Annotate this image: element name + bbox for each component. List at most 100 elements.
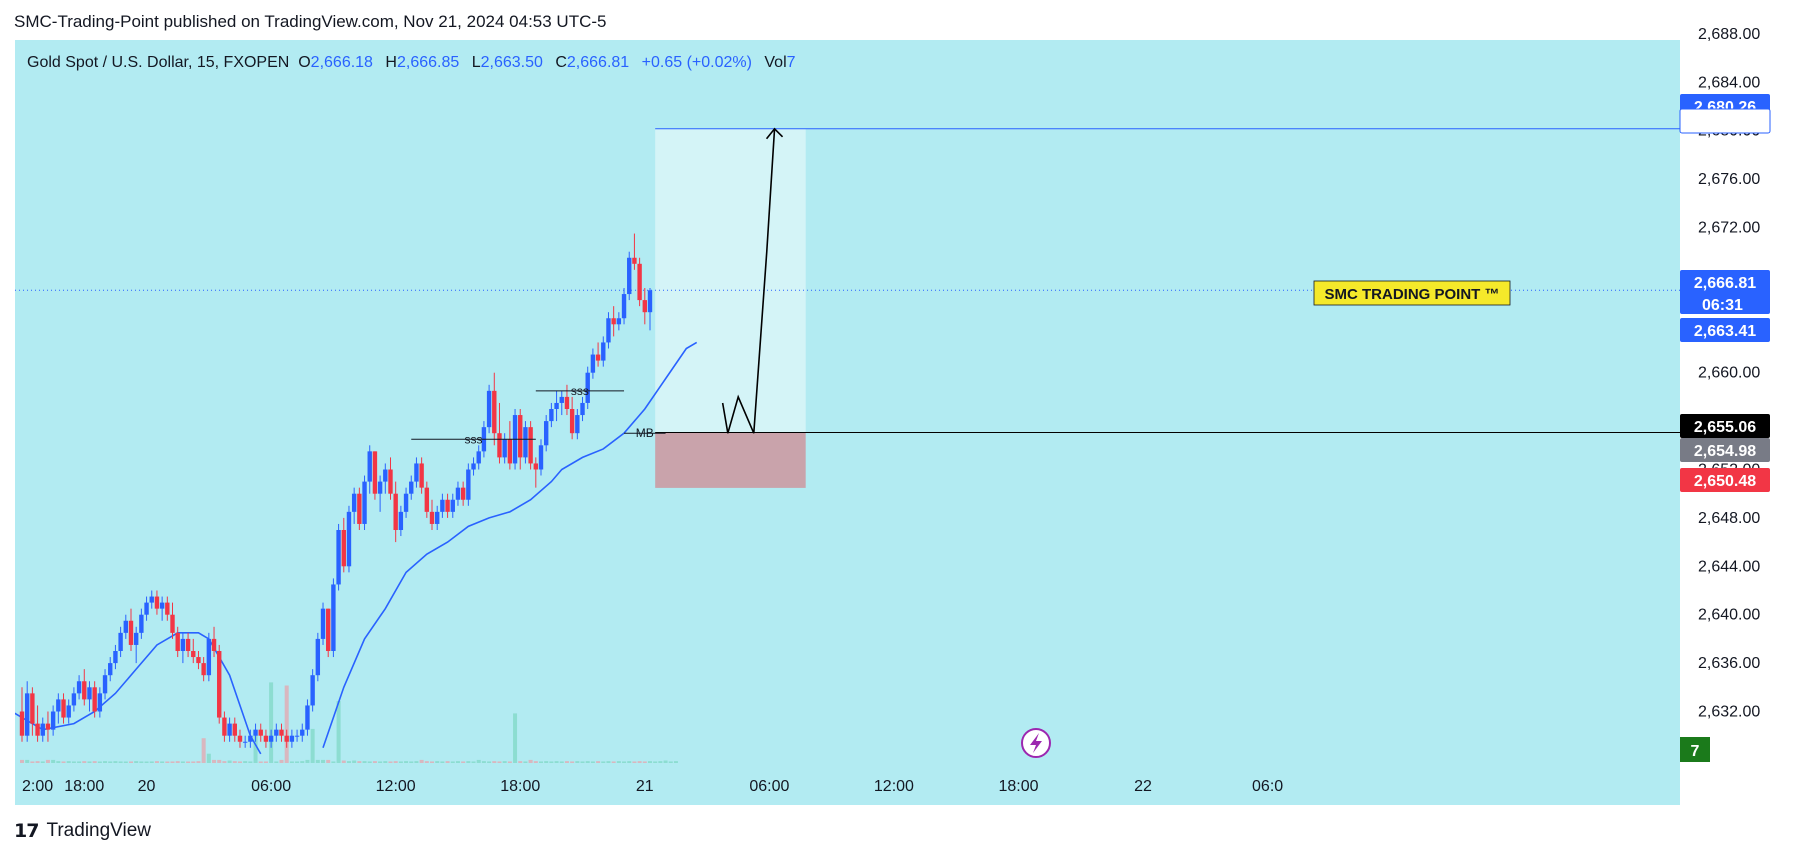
candle <box>310 675 315 706</box>
volume-bar <box>175 761 180 763</box>
candle <box>632 257 637 264</box>
candle <box>92 687 97 712</box>
candle <box>139 614 144 633</box>
candle <box>108 663 113 676</box>
y-tick-label: 2,644.00 <box>1698 558 1760 575</box>
volume-bar <box>430 761 435 763</box>
tradingview-branding[interactable]: 17 TradingView <box>14 820 151 842</box>
candle <box>336 530 341 585</box>
candle <box>398 511 404 530</box>
x-tick-label: 22 <box>1134 778 1152 795</box>
candle <box>196 657 201 664</box>
volume-bar <box>61 761 66 763</box>
projection-path <box>721 128 776 434</box>
y-tick-label: 2,648.00 <box>1698 510 1760 527</box>
candle <box>616 318 622 325</box>
volume-bar <box>269 682 274 763</box>
volume-bar <box>341 760 346 763</box>
countdown-label: 06:31 <box>1702 297 1743 314</box>
legend-close: 2,666.81 <box>566 54 630 71</box>
volume-bar <box>227 760 232 763</box>
volume-bar <box>295 761 300 763</box>
volume-bar <box>627 761 632 763</box>
volume-bar <box>191 761 196 763</box>
candle <box>549 409 554 422</box>
candle <box>326 608 331 651</box>
candle <box>294 735 300 737</box>
price-label-text: 2,680.16 <box>1694 114 1756 131</box>
volume-bar <box>77 761 82 763</box>
sss-label: sss <box>571 384 589 398</box>
volume-bar <box>549 761 554 763</box>
x-tick-label: 21 <box>636 778 654 795</box>
y-tick-label: 2,672.00 <box>1698 220 1760 237</box>
volume-bar <box>419 759 424 763</box>
candle <box>97 693 103 712</box>
volume-bar <box>212 759 217 763</box>
volume-bar <box>518 761 523 763</box>
candle <box>102 675 108 694</box>
candle <box>279 729 284 736</box>
volume-bar <box>82 761 87 763</box>
volume-bar <box>632 761 637 763</box>
candle <box>175 632 180 651</box>
candle <box>191 651 196 658</box>
volume-bar <box>263 761 268 763</box>
volume-bar <box>668 761 673 763</box>
candle <box>159 602 165 609</box>
candle <box>372 451 378 494</box>
candle <box>569 409 575 434</box>
candle <box>217 651 222 718</box>
volume-bar <box>564 761 569 763</box>
volume-bar <box>25 759 30 763</box>
candle <box>253 729 258 736</box>
legend-close-key: C <box>555 54 567 71</box>
candle <box>357 493 362 524</box>
volume-bar <box>393 761 398 763</box>
volume-bar <box>507 761 512 763</box>
candle <box>19 711 25 736</box>
candle <box>601 342 606 361</box>
legend-change: +0.65 (+0.02%) <box>641 54 752 71</box>
x-tick-label: 12:00 <box>874 778 914 795</box>
price-label <box>1680 438 1770 462</box>
volume-bar <box>492 761 497 763</box>
volume-bar <box>554 761 559 763</box>
volume-bar <box>481 761 486 763</box>
candle <box>502 439 507 458</box>
candle <box>564 396 570 409</box>
volume-bar <box>196 761 201 763</box>
volume-bar <box>585 761 590 763</box>
volume-bar <box>383 761 388 763</box>
volume-bar <box>378 761 383 763</box>
legend-high: 2,666.85 <box>396 54 460 71</box>
volume-bar <box>487 761 492 763</box>
volume-bar <box>222 761 227 763</box>
candle <box>606 318 611 343</box>
y-tick-label: 2,684.00 <box>1698 74 1760 91</box>
volume-bar <box>533 761 538 763</box>
price-label <box>1680 318 1770 342</box>
candle <box>554 402 559 409</box>
candle <box>341 530 346 567</box>
candle <box>637 263 642 301</box>
volume-bar <box>445 761 450 763</box>
candle <box>346 511 352 567</box>
price-label-text: 2,650.48 <box>1694 473 1756 490</box>
price-label-text: 2,663.41 <box>1694 323 1756 340</box>
candle <box>144 602 149 615</box>
candle <box>492 390 497 434</box>
candle <box>518 415 523 458</box>
volume-bar <box>388 761 393 763</box>
volume-bar <box>274 761 279 763</box>
publish-line: SMC-Trading-Point published on TradingVi… <box>14 12 607 31</box>
candle <box>222 717 227 736</box>
candle <box>24 693 30 736</box>
candle <box>590 354 596 373</box>
volume-bar <box>305 759 310 763</box>
volume-bar <box>513 713 518 763</box>
candle <box>642 300 647 313</box>
candle <box>315 638 321 676</box>
candle <box>533 463 539 470</box>
